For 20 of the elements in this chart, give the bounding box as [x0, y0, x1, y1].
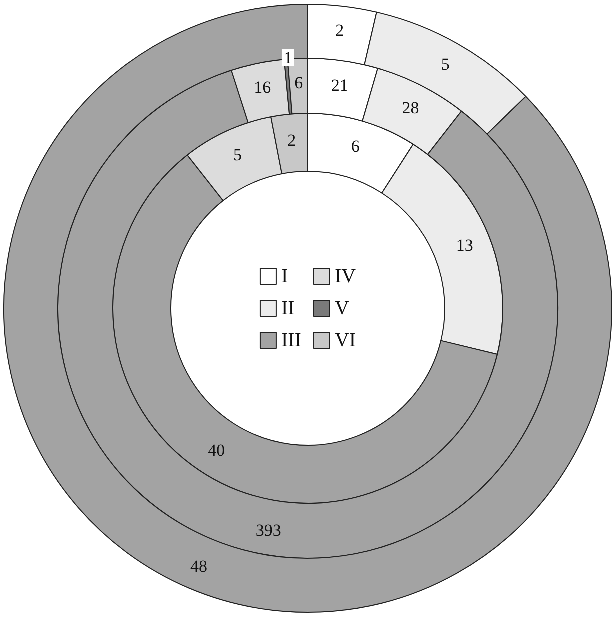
legend-label: III — [281, 330, 302, 352]
data-label: 40 — [208, 441, 226, 460]
data-label: 16 — [254, 78, 272, 98]
legend-label: VI — [334, 330, 356, 352]
legend-label: I — [281, 266, 288, 288]
data-label: 6 — [294, 74, 304, 93]
data-label: 13 — [456, 236, 474, 256]
data-label: 48 — [190, 556, 208, 576]
data-label: 6 — [351, 136, 360, 156]
legend-label: II — [281, 298, 295, 320]
data-label: 393 — [256, 521, 282, 540]
data-label: 5 — [234, 145, 242, 164]
legend-label: V — [334, 298, 350, 320]
data-label: 28 — [402, 98, 420, 118]
data-label: 5 — [441, 55, 450, 74]
data-label: 21 — [331, 76, 348, 95]
data-label: 1 — [284, 48, 292, 68]
data-label: 2 — [336, 20, 344, 40]
legend-label: IV — [334, 266, 357, 288]
data-label: 2 — [288, 130, 296, 150]
